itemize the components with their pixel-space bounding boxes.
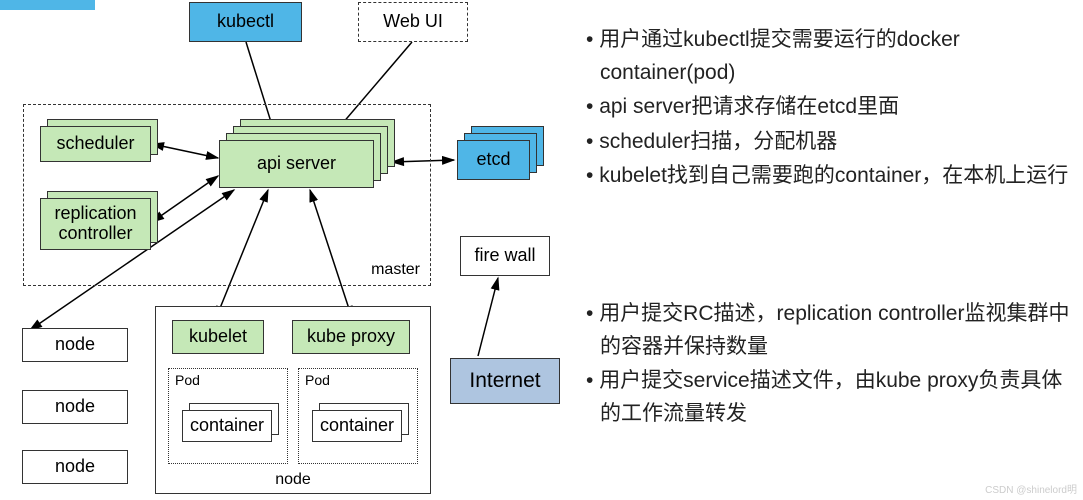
apiserver-box: api server <box>219 140 374 188</box>
nodeBig-label: node <box>275 471 311 489</box>
scheduler-box: scheduler <box>40 126 151 162</box>
kubelet-box: kubelet <box>172 320 264 354</box>
repctrl-box: replication controller <box>40 198 151 250</box>
webui-box: Web UI <box>358 2 468 42</box>
etcd-box: etcd <box>457 140 530 180</box>
node3-box: node <box>22 450 128 484</box>
description-list-bottom: 用户提交RC描述，replication controller监视集群中的容器并… <box>586 298 1076 432</box>
description-list-top: 用户通过kubectl提交需要运行的docker container(pod)a… <box>586 24 1076 195</box>
kubectl-box: kubectl <box>189 2 302 42</box>
bullet-top-0: 用户通过kubectl提交需要运行的docker container(pod) <box>586 24 1076 89</box>
watermark: CSDN @shinelord明 <box>985 481 1077 496</box>
bullet-bottom-0: 用户提交RC描述，replication controller监视集群中的容器并… <box>586 298 1076 363</box>
node1-box: node <box>22 328 128 362</box>
kubeproxy-box: kube proxy <box>292 320 410 354</box>
master-label: master <box>371 261 420 279</box>
bullet-top-2: scheduler扫描，分配机器 <box>586 126 1076 159</box>
podL-label: Pod <box>175 373 200 388</box>
bullet-top-3: kubelet找到自己需要跑的container，在本机上运行 <box>586 160 1076 193</box>
contR-box: container <box>312 410 402 442</box>
podR-label: Pod <box>305 373 330 388</box>
node2-box: node <box>22 390 128 424</box>
firewall-box: fire wall <box>460 236 550 276</box>
contL-box: container <box>182 410 272 442</box>
bullet-bottom-1: 用户提交service描述文件，由kube proxy负责具体的工作流量转发 <box>586 365 1076 430</box>
topbar-box <box>0 0 95 10</box>
bullet-top-1: api server把请求存储在etcd里面 <box>586 91 1076 124</box>
internet-box: Internet <box>450 358 560 404</box>
arrow-8 <box>478 278 498 356</box>
